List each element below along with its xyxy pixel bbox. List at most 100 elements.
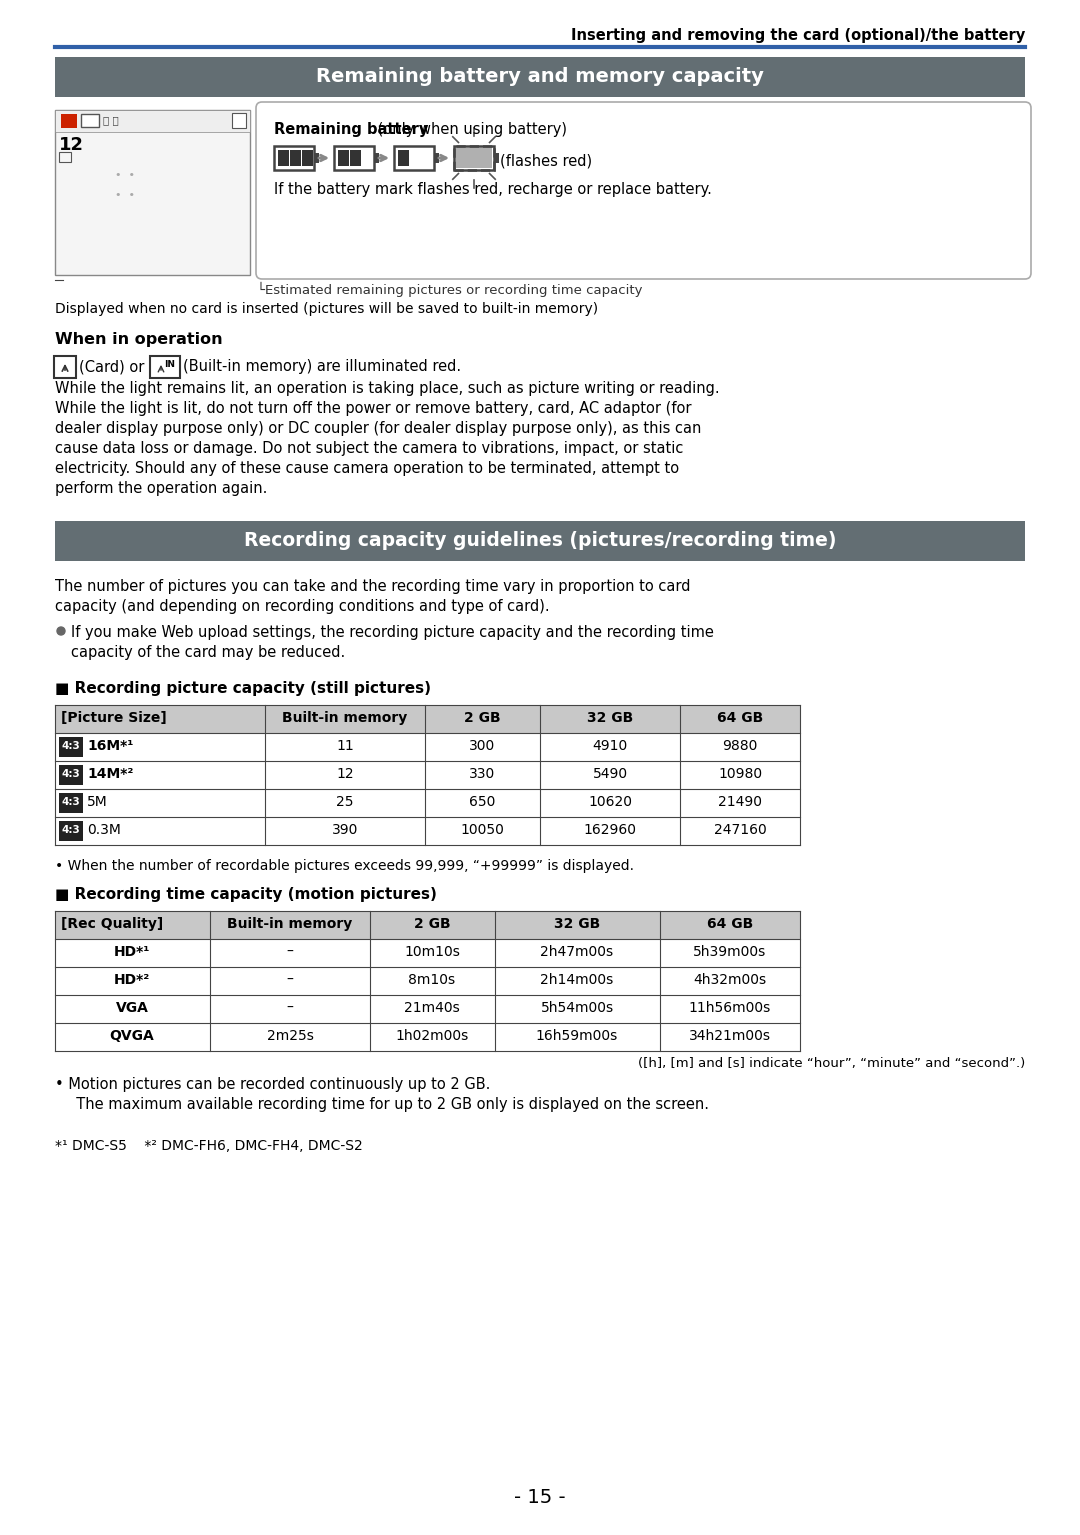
- Text: Built-in memory: Built-in memory: [282, 711, 407, 725]
- Text: Remaining battery: Remaining battery: [274, 121, 429, 137]
- Text: 25: 25: [336, 795, 354, 809]
- Text: 4:3: 4:3: [62, 769, 80, 778]
- Bar: [314, 152, 319, 163]
- Text: 2 GB: 2 GB: [463, 711, 500, 725]
- Text: • Motion pictures can be recorded continuously up to 2 GB.: • Motion pictures can be recorded contin…: [55, 1078, 490, 1091]
- Text: 4h32m00s: 4h32m00s: [693, 973, 767, 987]
- Text: 34h21m00s: 34h21m00s: [689, 1028, 771, 1042]
- Text: dealer display purpose only) or DC coupler (for dealer display purpose only), as: dealer display purpose only) or DC coupl…: [55, 421, 701, 436]
- Text: electricity. Should any of these cause camera operation to be terminated, attemp: electricity. Should any of these cause c…: [55, 460, 679, 476]
- Bar: [374, 152, 379, 163]
- FancyBboxPatch shape: [54, 356, 76, 378]
- Text: 2 GB: 2 GB: [414, 916, 450, 932]
- Text: Displayed when no card is inserted (pictures will be saved to built-in memory): Displayed when no card is inserted (pict…: [55, 302, 598, 316]
- Text: Remaining battery and memory capacity: Remaining battery and memory capacity: [316, 68, 764, 86]
- Text: HD*²: HD*²: [113, 973, 150, 987]
- Text: • When the number of recordable pictures exceeds 99,999, “+99999” is displayed.: • When the number of recordable pictures…: [55, 860, 634, 873]
- Bar: [59, 152, 71, 163]
- Text: (only when using battery): (only when using battery): [373, 121, 567, 137]
- Text: 9880: 9880: [723, 738, 758, 754]
- FancyBboxPatch shape: [256, 101, 1031, 279]
- Bar: [59, 794, 83, 814]
- Text: cause data loss or damage. Do not subject the camera to vibrations, impact, or s: cause data loss or damage. Do not subjec…: [55, 441, 684, 456]
- Text: 11h56m00s: 11h56m00s: [689, 1001, 771, 1015]
- Text: Recording capacity guidelines (pictures/recording time): Recording capacity guidelines (pictures/…: [244, 531, 836, 551]
- Text: 14M*²: 14M*²: [87, 768, 133, 781]
- Bar: [494, 152, 499, 163]
- Text: While the light is lit, do not turn off the power or remove battery, card, AC ad: While the light is lit, do not turn off …: [55, 401, 691, 416]
- Text: ■ Recording picture capacity (still pictures): ■ Recording picture capacity (still pict…: [55, 682, 431, 695]
- Text: 162960: 162960: [583, 823, 636, 837]
- Text: 2h47m00s: 2h47m00s: [540, 946, 613, 959]
- Text: [Picture Size]: [Picture Size]: [60, 711, 166, 725]
- Text: 650: 650: [469, 795, 496, 809]
- Text: 300: 300: [469, 738, 495, 754]
- Text: While the light remains lit, an operation is taking place, such as picture writi: While the light remains lit, an operatio…: [55, 381, 719, 396]
- Text: ■ Recording time capacity (motion pictures): ■ Recording time capacity (motion pictur…: [55, 887, 437, 903]
- Text: 2h14m00s: 2h14m00s: [540, 973, 613, 987]
- Text: Built-in memory: Built-in memory: [228, 916, 353, 932]
- Bar: [278, 150, 288, 166]
- Text: 8m10s: 8m10s: [408, 973, 456, 987]
- Text: 32 GB: 32 GB: [586, 711, 633, 725]
- Bar: [399, 150, 408, 166]
- Text: 21m40s: 21m40s: [404, 1001, 460, 1015]
- Bar: [302, 150, 313, 166]
- Text: - 15 -: - 15 -: [514, 1487, 566, 1507]
- Circle shape: [57, 626, 65, 635]
- Bar: [55, 57, 1025, 97]
- Text: 10m10s: 10m10s: [404, 946, 460, 959]
- Bar: [291, 150, 301, 166]
- Bar: [59, 764, 83, 784]
- Bar: [334, 146, 374, 170]
- Text: 4:3: 4:3: [62, 797, 80, 807]
- Text: 10980: 10980: [718, 768, 762, 781]
- Text: capacity (and depending on recording conditions and type of card).: capacity (and depending on recording con…: [55, 599, 550, 614]
- Text: 12: 12: [59, 137, 84, 154]
- Text: 10050: 10050: [460, 823, 504, 837]
- Bar: [454, 146, 494, 170]
- Bar: [81, 114, 99, 127]
- Text: QVGA: QVGA: [110, 1028, 154, 1042]
- Text: VGA: VGA: [116, 1001, 148, 1015]
- Text: 4:3: 4:3: [62, 824, 80, 835]
- Bar: [55, 111, 249, 132]
- Text: 16h59m00s: 16h59m00s: [536, 1028, 618, 1042]
- Text: 64 GB: 64 GB: [717, 711, 764, 725]
- Text: –: –: [286, 946, 294, 959]
- Text: 16M*¹: 16M*¹: [87, 738, 133, 754]
- Text: 32 GB: 32 GB: [554, 916, 600, 932]
- Bar: [274, 146, 314, 170]
- Text: 1h02m00s: 1h02m00s: [395, 1028, 469, 1042]
- Text: Inserting and removing the card (optional)/the battery: Inserting and removing the card (optiona…: [570, 28, 1025, 43]
- Bar: [454, 146, 494, 170]
- Bar: [434, 152, 438, 163]
- Bar: [456, 147, 492, 167]
- Text: 390: 390: [332, 823, 359, 837]
- Text: If the battery mark flashes red, recharge or replace battery.: If the battery mark flashes red, recharg…: [274, 183, 712, 196]
- Text: 64 GB: 64 GB: [707, 916, 753, 932]
- Text: When in operation: When in operation: [55, 332, 222, 347]
- Text: 4:3: 4:3: [62, 741, 80, 751]
- Bar: [55, 910, 800, 939]
- Text: 10620: 10620: [588, 795, 632, 809]
- Text: 330: 330: [469, 768, 495, 781]
- Text: ([h], [m] and [s] indicate “hour”, “minute” and “second”.): ([h], [m] and [s] indicate “hour”, “minu…: [638, 1058, 1025, 1070]
- Bar: [55, 705, 800, 734]
- Text: (Built-in memory) are illuminated red.: (Built-in memory) are illuminated red.: [183, 359, 461, 375]
- Text: [Rec Quality]: [Rec Quality]: [60, 916, 163, 932]
- Text: 5h39m00s: 5h39m00s: [693, 946, 767, 959]
- Text: └Estimated remaining pictures or recording time capacity: └Estimated remaining pictures or recordi…: [257, 282, 643, 298]
- Text: If you make Web upload settings, the recording picture capacity and the recordin: If you make Web upload settings, the rec…: [71, 625, 714, 640]
- Text: 5h54m00s: 5h54m00s: [540, 1001, 613, 1015]
- Text: IN: IN: [164, 361, 175, 368]
- Text: 5M: 5M: [87, 795, 108, 809]
- Text: 0.3M: 0.3M: [87, 823, 121, 837]
- Text: 4910: 4910: [592, 738, 627, 754]
- Text: The number of pictures you can take and the recording time vary in proportion to: The number of pictures you can take and …: [55, 579, 690, 594]
- Text: 2m25s: 2m25s: [267, 1028, 313, 1042]
- Text: perform the operation again.: perform the operation again.: [55, 480, 268, 496]
- Text: capacity of the card may be reduced.: capacity of the card may be reduced.: [71, 645, 346, 660]
- Bar: [59, 737, 83, 757]
- Text: 21490: 21490: [718, 795, 762, 809]
